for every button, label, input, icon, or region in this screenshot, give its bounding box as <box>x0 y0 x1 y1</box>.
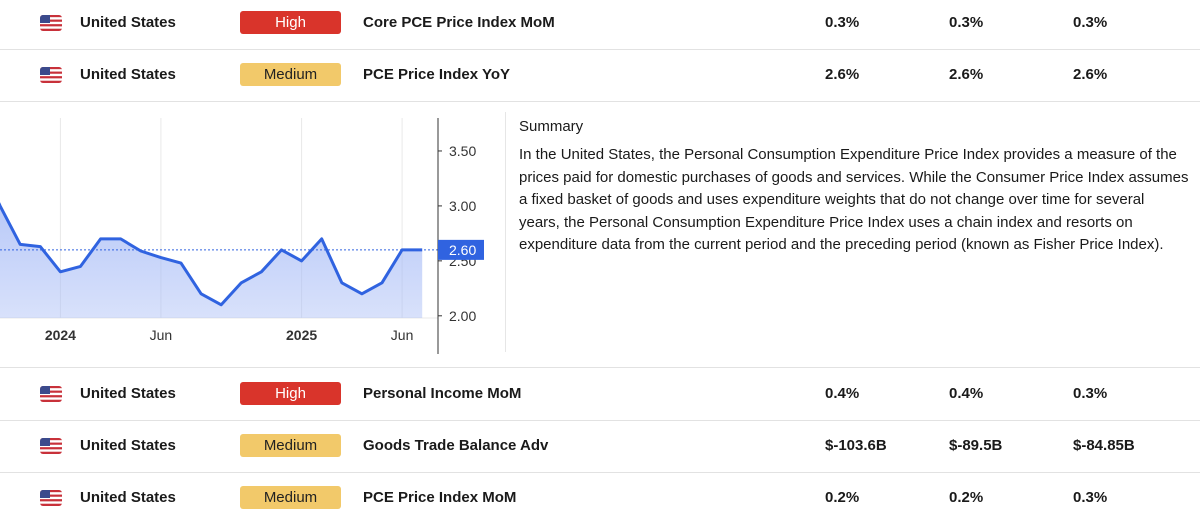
consensus-value: 0.3% <box>1073 489 1108 506</box>
previous-value: 0.4% <box>949 385 984 402</box>
importance-badge: Medium <box>240 63 341 86</box>
previous-value: 0.3% <box>949 14 984 31</box>
calendar-row[interactable]: United States Medium PCE Price Index YoY 2.… <box>0 50 1200 102</box>
event-name[interactable]: Personal Income MoM <box>363 385 522 402</box>
country-name: United States <box>80 385 176 402</box>
actual-value: 2.6% <box>825 66 860 83</box>
calendar-row[interactable]: United States Medium Goods Trade Balance A… <box>0 421 1200 473</box>
country-name: United States <box>80 66 176 83</box>
actual-value: 0.3% <box>825 14 860 31</box>
importance-badge: High <box>240 11 341 34</box>
calendar-row[interactable]: United States High Personal Income MoM 0.4%… <box>0 369 1200 421</box>
calendar-row[interactable]: United States High Core PCE Price Index Mo… <box>0 0 1200 50</box>
us-flag-icon <box>40 490 62 506</box>
country-name: United States <box>80 14 176 31</box>
summary-text: In the United States, the Personal Consu… <box>519 146 1189 253</box>
consensus-value: $-84.85B <box>1073 437 1135 454</box>
calendar-row[interactable]: United States Medium PCE Price Index MoM 0.… <box>0 473 1200 514</box>
us-flag-icon <box>40 15 62 31</box>
event-name[interactable]: Core PCE Price Index MoM <box>363 14 555 31</box>
actual-value: $-103.6B <box>825 437 887 454</box>
event-name[interactable]: PCE Price Index MoM <box>363 489 517 506</box>
detail-panel: 3.50 3.00 2.50 2.00 2.60 2024 Jun 2025 Jun Summa… <box>0 102 1200 368</box>
x-tick-label: 2025 <box>286 327 317 343</box>
summary-title: Summary <box>519 118 584 135</box>
us-flag-icon <box>40 438 62 454</box>
y-tick-label: 3.50 <box>449 143 476 159</box>
x-tick-label: Jun <box>150 327 173 343</box>
previous-value: 0.2% <box>949 489 984 506</box>
consensus-value: 2.6% <box>1073 66 1108 83</box>
importance-badge: Medium <box>240 486 341 509</box>
country-name: United States <box>80 437 176 454</box>
consensus-value: 0.3% <box>1073 14 1108 31</box>
previous-value: $-89.5B <box>949 437 1003 454</box>
us-flag-icon <box>40 67 62 83</box>
series-area <box>0 205 423 318</box>
country-name: United States <box>80 489 176 506</box>
actual-value: 0.2% <box>825 489 860 506</box>
series-line <box>0 202 423 307</box>
y-tick-label: 3.00 <box>449 198 476 214</box>
actual-value: 0.4% <box>825 385 860 402</box>
summary: Summary In the United States, the Person… <box>519 118 1189 257</box>
x-tick-label: Jun <box>391 327 414 343</box>
last-value-badge <box>438 239 484 260</box>
last-value-label: 2.60 <box>449 242 476 258</box>
importance-badge: High <box>240 382 341 405</box>
panel-divider <box>505 112 506 352</box>
event-name[interactable]: PCE Price Index YoY <box>363 66 511 83</box>
x-tick-label: 2024 <box>45 327 76 343</box>
previous-value: 2.6% <box>949 66 984 83</box>
us-flag-icon <box>40 386 62 402</box>
event-name[interactable]: Goods Trade Balance Adv <box>363 437 549 454</box>
consensus-value: 0.3% <box>1073 385 1108 402</box>
y-tick-label: 2.00 <box>449 308 476 324</box>
importance-badge: Medium <box>240 434 341 457</box>
